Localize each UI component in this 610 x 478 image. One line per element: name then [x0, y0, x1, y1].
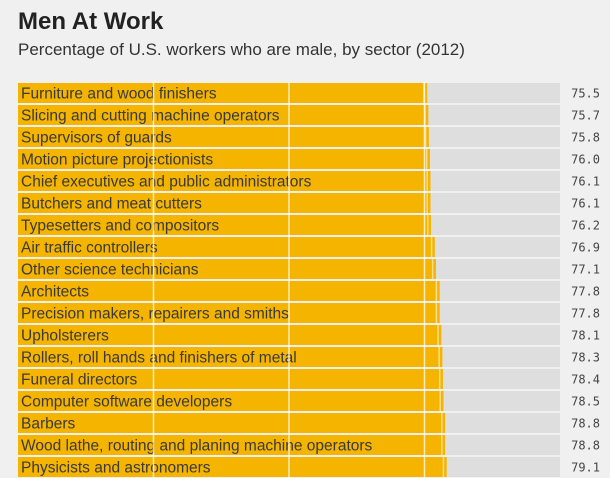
value-label: 76.1 — [571, 175, 600, 189]
bar — [18, 105, 429, 125]
category-label: Typesetters and compositors — [21, 218, 219, 235]
value-label: 76.2 — [571, 219, 600, 233]
value-label: 78.5 — [571, 395, 600, 409]
category-label: Motion picture projectionists — [21, 152, 213, 169]
value-label: 78.4 — [571, 373, 600, 387]
value-label: 75.5 — [571, 87, 600, 101]
chart-subtitle: Percentage of U.S. workers who are male,… — [18, 40, 465, 59]
bar-end-highlight — [441, 413, 443, 433]
bar — [18, 303, 440, 323]
bar-end-highlight — [426, 171, 428, 191]
category-label: Chief executives and public administrato… — [21, 174, 312, 191]
value-label: 79.1 — [571, 461, 600, 475]
category-label: Slicing and cutting machine operators — [21, 108, 280, 125]
bar-end-highlight — [438, 369, 441, 389]
value-label: 78.8 — [571, 439, 600, 453]
value-label: 76.9 — [571, 241, 600, 255]
category-label: Other science technicians — [21, 262, 199, 279]
value-label: 78.3 — [571, 351, 600, 365]
category-label: Precision makers, repairers and smiths — [21, 306, 289, 323]
chart-title: Men At Work — [18, 8, 164, 35]
value-label: 78.1 — [571, 329, 600, 343]
category-label: Butchers and meat cutters — [21, 196, 202, 213]
bar — [18, 171, 431, 191]
bar — [18, 83, 428, 103]
bar-end-highlight — [437, 325, 439, 345]
value-label: 76.0 — [571, 153, 600, 167]
bar-end-highlight — [425, 149, 428, 169]
category-label: Computer software developers — [21, 394, 232, 411]
bar-end-highlight — [441, 435, 443, 455]
category-label: Funeral directors — [21, 372, 138, 389]
value-label: 75.7 — [571, 109, 600, 123]
value-label: 77.8 — [571, 307, 600, 321]
value-label: 77.8 — [571, 285, 600, 299]
category-label: Air traffic controllers — [21, 240, 158, 257]
bar-end-highlight — [435, 281, 438, 301]
bar-end-highlight — [426, 193, 428, 213]
bar-end-highlight — [424, 127, 427, 147]
bar-end-highlight — [439, 391, 441, 411]
category-label: Supervisors of guards — [21, 130, 172, 147]
bar — [18, 127, 429, 147]
bar-end-highlight — [442, 457, 445, 477]
bar — [18, 347, 443, 367]
value-label: 75.8 — [571, 131, 600, 145]
bar — [18, 281, 440, 301]
bar — [18, 259, 436, 279]
bar — [18, 193, 431, 213]
bar-end-highlight — [431, 259, 434, 279]
value-label: 77.1 — [571, 263, 600, 277]
bar-end-highlight — [427, 215, 429, 235]
category-label: Physicists and astronomers — [21, 460, 211, 477]
bar — [18, 413, 446, 433]
bar — [18, 325, 442, 345]
bar — [18, 369, 443, 389]
bar — [18, 435, 446, 455]
category-label: Barbers — [21, 416, 76, 433]
bar — [18, 149, 430, 169]
category-label: Wood lathe, routing and planing machine … — [21, 438, 373, 455]
bar-end-highlight — [430, 237, 433, 257]
value-label: 76.1 — [571, 197, 600, 211]
bar-end-highlight — [435, 303, 438, 323]
value-label: 78.8 — [571, 417, 600, 431]
category-label: Rollers, roll hands and finishers of met… — [21, 350, 297, 367]
category-label: Upholsterers — [21, 328, 109, 345]
bar — [18, 215, 432, 235]
category-label: Furniture and wood finishers — [21, 86, 217, 103]
bar — [18, 237, 435, 257]
bar — [18, 457, 447, 477]
bar — [18, 391, 444, 411]
category-label: Architects — [21, 284, 89, 301]
bar-end-highlight — [438, 347, 440, 367]
